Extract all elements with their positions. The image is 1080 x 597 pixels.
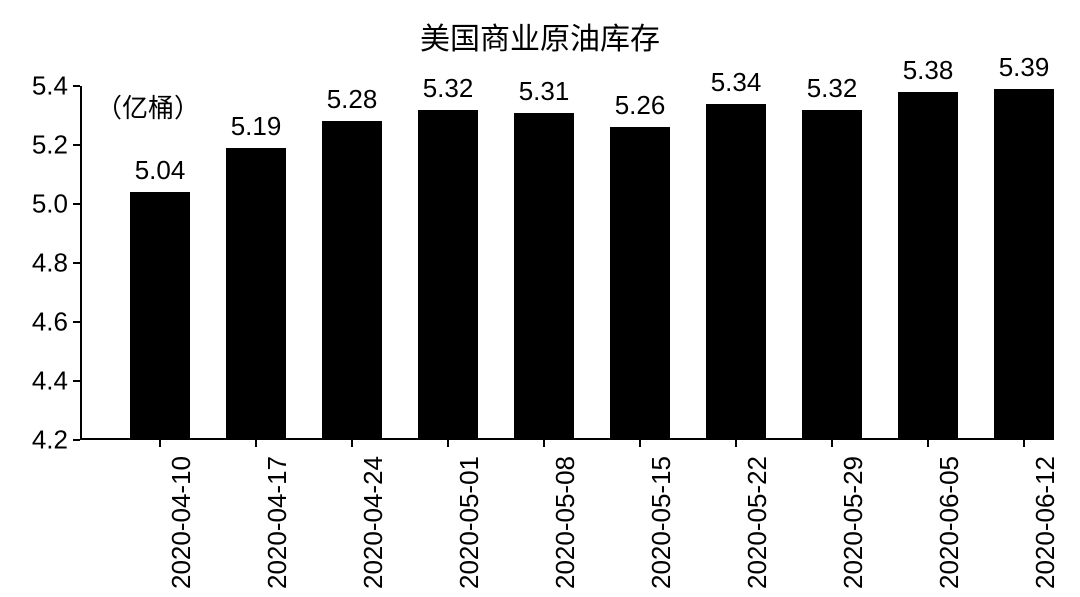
x-tick-label: 2020-05-22 — [742, 456, 773, 589]
x-tick-label: 2020-06-12 — [1030, 456, 1061, 589]
x-tick-mark — [927, 440, 929, 447]
bar — [514, 113, 574, 440]
bar — [610, 127, 670, 440]
x-tick-label: 2020-04-17 — [262, 456, 293, 589]
y-tick-mark — [73, 144, 80, 146]
oil-inventory-chart: 美国商业原油库存 （亿桶） 4.24.44.64.85.05.25.45.042… — [0, 0, 1080, 597]
y-tick-label: 4.8 — [32, 248, 68, 279]
bar-value-label: 5.32 — [807, 73, 858, 104]
y-tick-mark — [73, 380, 80, 382]
x-tick-mark — [255, 440, 257, 447]
bar-value-label: 5.26 — [615, 90, 666, 121]
y-tick-label: 5.2 — [32, 130, 68, 161]
bar — [226, 148, 286, 440]
x-tick-label: 2020-06-05 — [934, 456, 965, 589]
bar-value-label: 5.39 — [999, 52, 1050, 83]
bar-value-label: 5.04 — [135, 155, 186, 186]
x-tick-label: 2020-05-01 — [454, 456, 485, 589]
y-tick-mark — [73, 439, 80, 441]
x-tick-mark — [639, 440, 641, 447]
x-tick-mark — [351, 440, 353, 447]
y-tick-label: 4.2 — [32, 425, 68, 456]
bar — [994, 89, 1054, 440]
y-axis-line — [80, 86, 82, 440]
y-tick-label: 5.4 — [32, 71, 68, 102]
x-tick-mark — [1023, 440, 1025, 447]
x-tick-mark — [735, 440, 737, 447]
chart-title: 美国商业原油库存 — [0, 14, 1080, 58]
x-tick-mark — [159, 440, 161, 447]
y-tick-label: 5.0 — [32, 189, 68, 220]
x-tick-label: 2020-05-08 — [550, 456, 581, 589]
bar-value-label: 5.31 — [519, 76, 570, 107]
bar-value-label: 5.19 — [231, 111, 282, 142]
y-tick-mark — [73, 203, 80, 205]
y-tick-mark — [73, 85, 80, 87]
plot-area: 4.24.44.64.85.05.25.45.042020-04-105.192… — [80, 86, 1050, 440]
bar — [898, 92, 958, 440]
y-tick-label: 4.4 — [32, 366, 68, 397]
bar — [706, 104, 766, 440]
x-tick-label: 2020-05-29 — [838, 456, 869, 589]
y-tick-mark — [73, 262, 80, 264]
bar-value-label: 5.38 — [903, 55, 954, 86]
bar — [418, 110, 478, 440]
bar — [802, 110, 862, 440]
bar — [322, 121, 382, 440]
x-tick-mark — [447, 440, 449, 447]
bar-value-label: 5.32 — [423, 73, 474, 104]
x-tick-label: 2020-04-24 — [358, 456, 389, 589]
x-tick-mark — [831, 440, 833, 447]
bar-value-label: 5.34 — [711, 67, 762, 98]
y-tick-mark — [73, 321, 80, 323]
bar — [130, 192, 190, 440]
y-tick-label: 4.6 — [32, 307, 68, 338]
bar-value-label: 5.28 — [327, 84, 378, 115]
x-tick-label: 2020-05-15 — [646, 456, 677, 589]
x-tick-label: 2020-04-10 — [166, 456, 197, 589]
x-tick-mark — [543, 440, 545, 447]
